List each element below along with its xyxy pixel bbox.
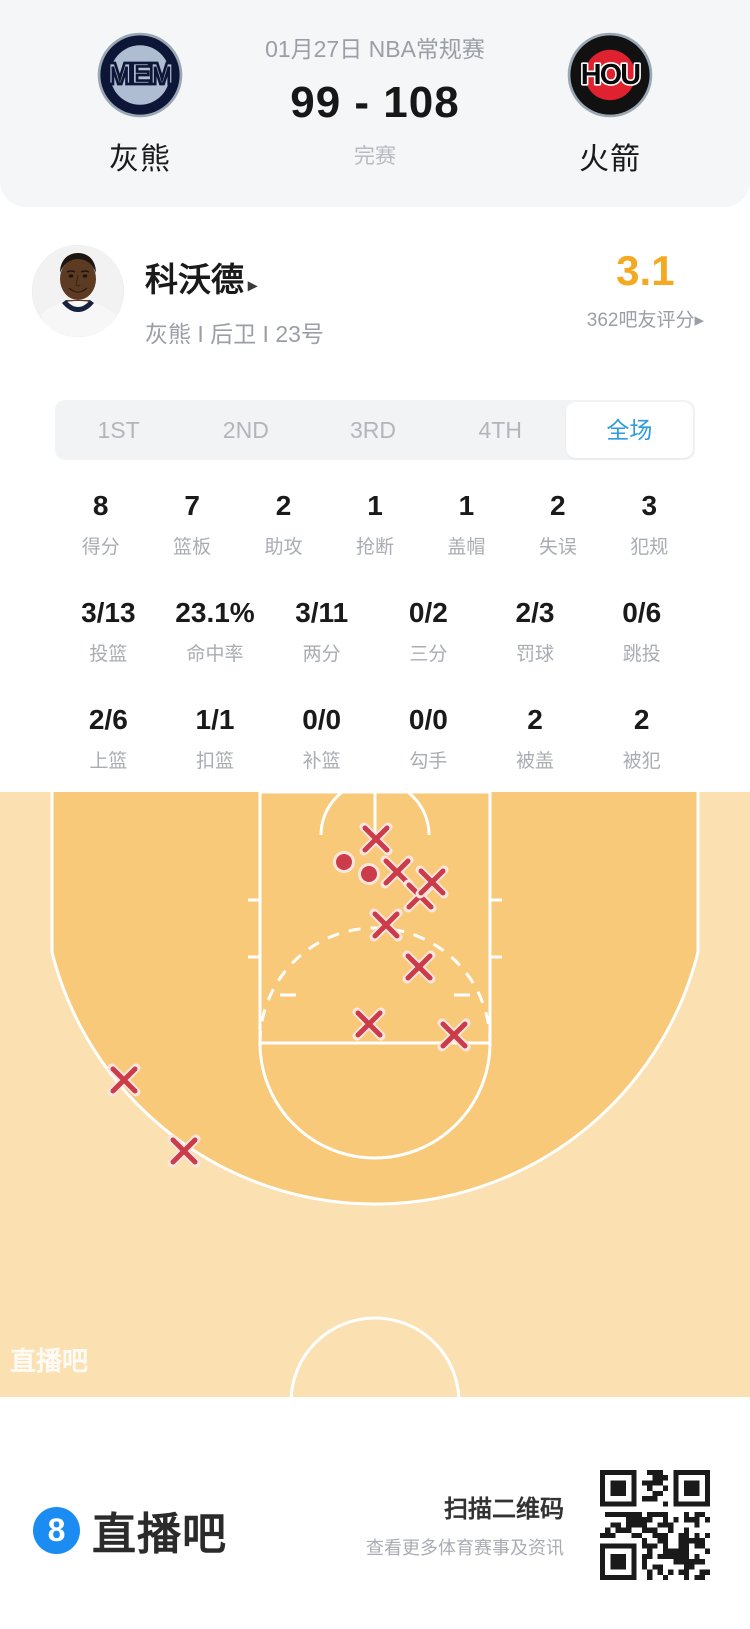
svg-text:直播吧: 直播吧 (10, 1346, 88, 1376)
svg-text:HOU: HOU (581, 59, 641, 91)
svg-text:MEM: MEM (107, 57, 173, 91)
